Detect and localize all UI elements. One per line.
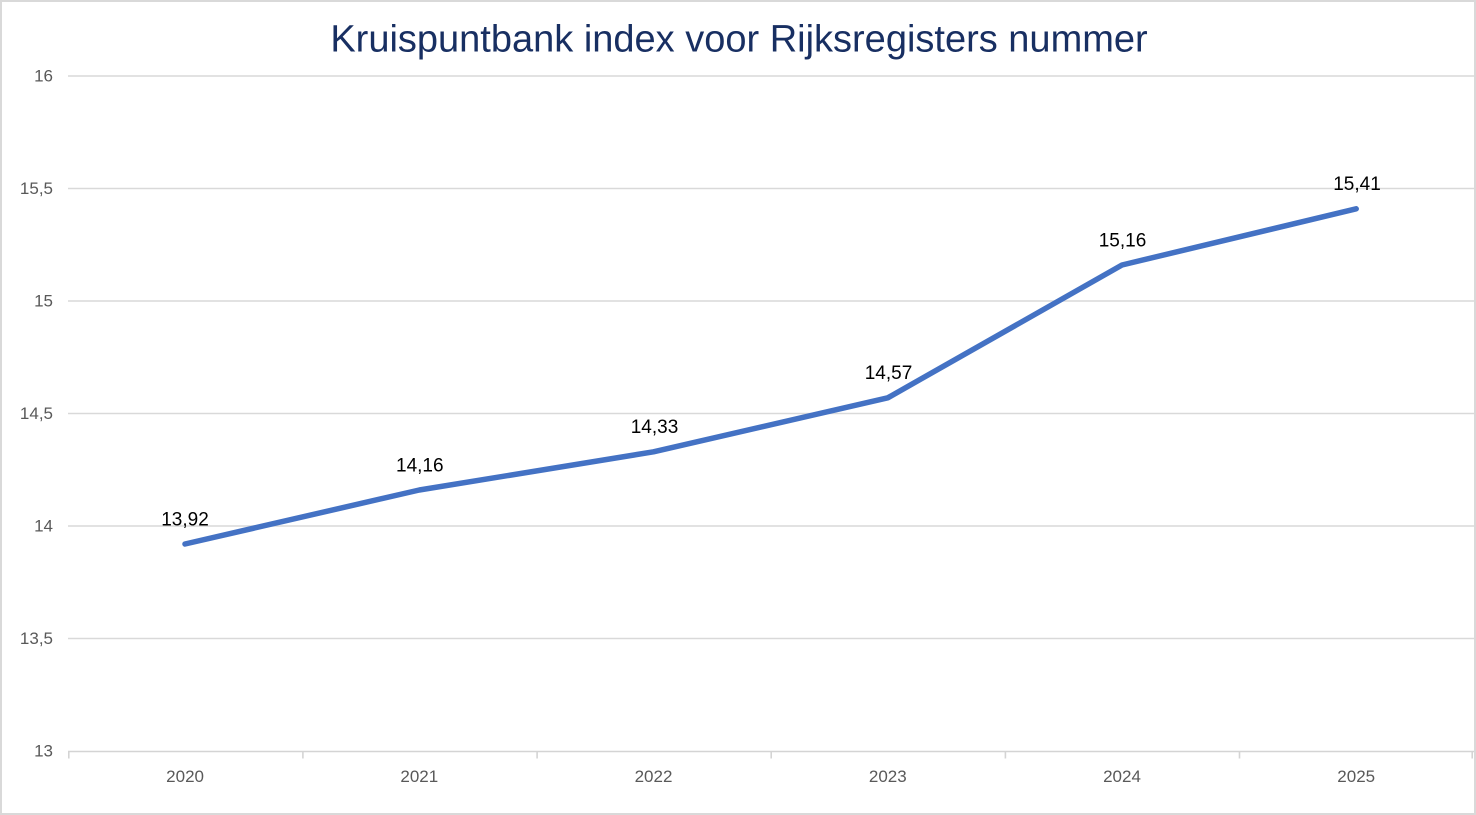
svg-text:2022: 2022 <box>635 767 673 786</box>
svg-text:13,92: 13,92 <box>161 509 209 530</box>
svg-text:14,57: 14,57 <box>865 363 913 384</box>
svg-text:15: 15 <box>34 292 53 311</box>
svg-text:15,41: 15,41 <box>1333 174 1381 195</box>
svg-text:15,16: 15,16 <box>1099 230 1147 251</box>
svg-text:14: 14 <box>34 517 53 536</box>
svg-text:13: 13 <box>34 742 53 761</box>
svg-text:14,16: 14,16 <box>396 456 444 477</box>
svg-text:2023: 2023 <box>869 767 907 786</box>
svg-text:14,33: 14,33 <box>631 417 679 438</box>
svg-text:15,5: 15,5 <box>20 179 53 198</box>
svg-text:2021: 2021 <box>400 767 438 786</box>
svg-text:13,5: 13,5 <box>20 629 53 648</box>
svg-text:16: 16 <box>34 67 53 86</box>
svg-text:14,5: 14,5 <box>20 404 53 423</box>
svg-text:2025: 2025 <box>1337 767 1375 786</box>
svg-text:2020: 2020 <box>166 767 204 786</box>
svg-text:2024: 2024 <box>1103 767 1141 786</box>
svg-text:Kruispuntbank index voor Rijks: Kruispuntbank index voor Rijksregisters … <box>330 18 1148 60</box>
